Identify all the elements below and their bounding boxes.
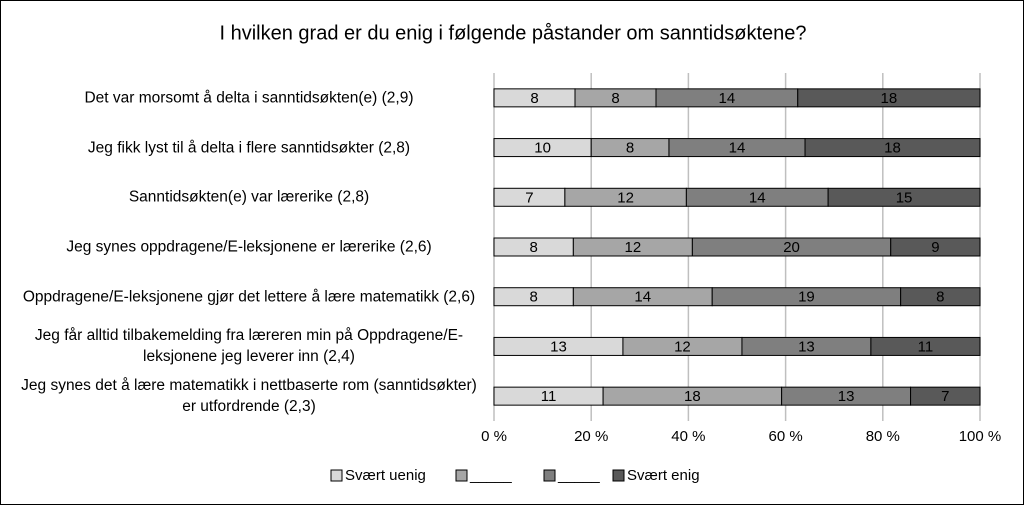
legend-swatch — [543, 469, 556, 482]
data-label: 19 — [798, 289, 815, 306]
data-label: 14 — [719, 90, 736, 107]
y-tick-label: Jeg synes det å lære matematikk i nettba… — [21, 377, 477, 416]
legend-swatch — [330, 469, 343, 482]
data-label: 8 — [530, 239, 538, 256]
data-label: 14 — [634, 289, 651, 306]
data-label: 14 — [729, 140, 746, 157]
data-label: 11 — [918, 338, 934, 355]
y-tick-label: Sanntidsøkten(e) var lærerike (2,8) — [128, 188, 370, 206]
legend-swatch — [455, 469, 468, 482]
data-label: 8 — [626, 140, 634, 157]
bar-segment — [890, 237, 981, 257]
data-label: 11 — [541, 388, 557, 405]
y-tick-label: Det var morsomt å delta i sanntidsøkten(… — [84, 89, 414, 107]
data-label: 8 — [530, 90, 538, 107]
data-label: 14 — [749, 189, 766, 206]
data-label: 8 — [611, 90, 619, 107]
x-tick-label: 60 % — [768, 428, 802, 445]
x-tick-label: 80 % — [866, 428, 900, 445]
data-label: 18 — [881, 90, 898, 107]
data-label: 10 — [534, 140, 551, 157]
legend-label: Svært uenig — [345, 467, 426, 484]
y-tick-label: Jeg fikk lyst til å delta i flere sannti… — [87, 139, 411, 157]
legend-label: Svært enig — [627, 467, 700, 484]
data-label: 12 — [617, 189, 634, 206]
bar-segment — [900, 287, 981, 307]
data-label: 7 — [941, 388, 949, 405]
data-label: 18 — [684, 388, 701, 405]
data-label: 7 — [525, 189, 533, 206]
data-label: 13 — [838, 388, 855, 405]
x-tick-label: 20 % — [574, 428, 608, 445]
bar-segment — [797, 88, 981, 108]
bar-segment — [870, 336, 981, 356]
x-tick-label: 100 % — [959, 428, 1002, 445]
bar-segment — [827, 187, 981, 207]
data-label: 13 — [550, 338, 567, 355]
y-tick-label: Jeg får alltid tilbakemelding fra lærere… — [34, 327, 464, 366]
x-tick-label: 40 % — [671, 428, 705, 445]
data-label: 18 — [884, 140, 901, 157]
data-label: 8 — [936, 289, 944, 306]
chart-title: I hvilken grad er du enig i følgende pås… — [219, 22, 806, 44]
data-label: 15 — [896, 189, 913, 206]
data-label: 9 — [931, 239, 939, 256]
bar-segment — [804, 138, 981, 158]
x-tick-label: 0 % — [481, 428, 507, 445]
bar-segment — [910, 386, 981, 406]
data-label: 13 — [798, 338, 815, 355]
data-label: 12 — [625, 239, 642, 256]
data-label: 8 — [530, 289, 538, 306]
y-tick-label: Jeg synes oppdragene/E-leksjonene er lær… — [66, 238, 432, 256]
y-tick-label: Oppdragene/E-leksjonene gjør det lettere… — [22, 288, 476, 306]
legend-swatch — [612, 469, 625, 482]
data-label: 20 — [783, 239, 800, 256]
data-label: 12 — [674, 338, 691, 355]
legend-label: _____ — [469, 467, 512, 484]
legend-label: _____ — [557, 467, 600, 484]
